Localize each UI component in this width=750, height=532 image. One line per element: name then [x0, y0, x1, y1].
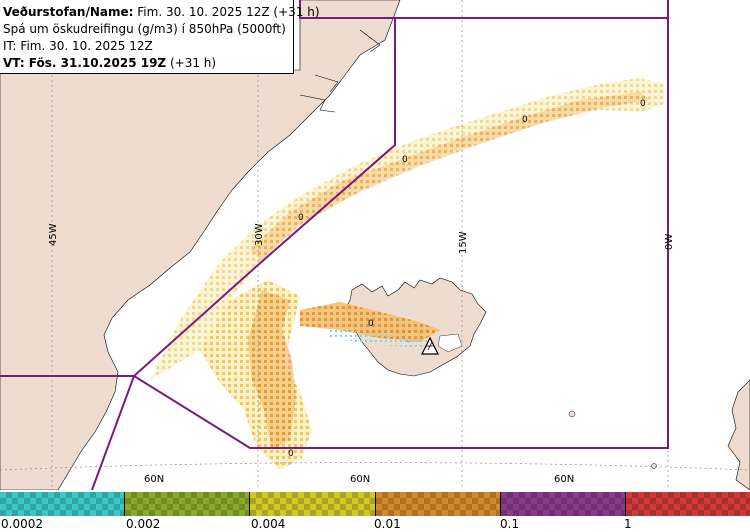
office-label: Veðurstofan/Name: [3, 5, 134, 19]
lon-label-0w: 0W [664, 234, 675, 250]
ash-plume-iceland [300, 302, 440, 342]
legend-swatch [625, 492, 750, 516]
island [568, 410, 576, 418]
product-description: Spá um öskudreifingu (g/m3) í 850hPa (50… [3, 22, 286, 36]
ash-plume-iceland-cyan [330, 328, 430, 348]
legend-swatch [250, 492, 376, 516]
legend-swatch [375, 492, 501, 516]
valid-time-line: VT: Fös. 31.10.2025 19Z (+31 h) [3, 55, 293, 72]
contour-label: 0 [402, 155, 408, 165]
lat-label-60n: 60N [144, 474, 164, 485]
ash-plume-north-arc [150, 78, 664, 380]
concentration-legend: 0.0002 0.002 0.004 0.01 0.1 1 [0, 490, 750, 532]
legend-swatch [500, 492, 626, 516]
legend-color-bar [0, 492, 750, 516]
contour-label: 0 [640, 99, 646, 109]
glacier [437, 333, 463, 353]
greenland-fjord [299, 29, 381, 113]
lat-label-60n: 60N [350, 474, 370, 485]
run-time: Fim. 30. 10. 2025 12Z (+31 h) [137, 5, 320, 19]
legend-tick: 0.002 [126, 517, 161, 531]
greenland-land [0, 0, 401, 490]
island [651, 463, 657, 469]
legend-swatch [125, 492, 251, 516]
legend-tick: 0.0002 [1, 517, 43, 531]
lat-label-60n: 60N [554, 474, 574, 485]
legend-tick: 0.1 [500, 517, 520, 531]
norway-coast [727, 379, 750, 490]
legend-tick: 0.01 [374, 517, 401, 531]
lon-label-45w: 45W [48, 223, 59, 246]
header-line-1: Veðurstofan/Name: Fim. 30. 10. 2025 12Z … [3, 4, 320, 21]
legend-tick: 0.004 [251, 517, 286, 531]
ash-plume-south-core [248, 290, 296, 450]
lead-time: (+31 h) [169, 56, 217, 70]
lon-label-30w: 30W [254, 223, 265, 246]
legend-tick: 1 [624, 517, 632, 531]
contour-label: 0 [298, 213, 304, 223]
map-canvas: 45W 30W 15W 0W 60N 60N 60N 0 0 0 0 0 0 [0, 0, 750, 490]
legend-swatch [0, 492, 126, 516]
lon-label-15w: 15W [458, 231, 469, 254]
contour-label: 0 [522, 115, 528, 125]
valid-time: VT: Fös. 31.10.2025 19Z [3, 56, 167, 70]
forecast-info-box: Veðurstofan/Name: Fim. 30. 10. 2025 12Z … [0, 0, 320, 74]
volcano-warning-triangle-icon [421, 336, 439, 355]
contour-label: 0 [368, 319, 374, 329]
initial-time: IT: Fim. 30. 10. 2025 12Z [3, 39, 153, 53]
fir-boundary [0, 0, 669, 490]
contour-label: 0 [288, 449, 294, 459]
